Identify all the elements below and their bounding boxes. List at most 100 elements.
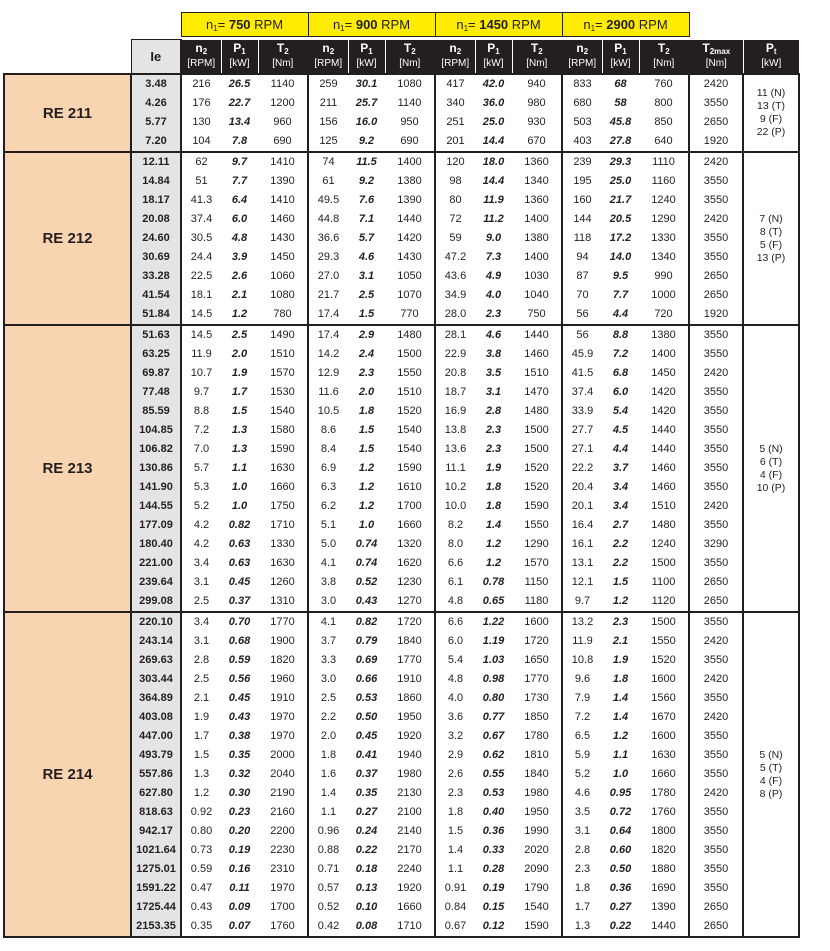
t2-cell: 1810 [524, 749, 549, 761]
t2-cell: 1330 [651, 232, 676, 244]
t2-cell: 1340 [651, 251, 676, 263]
ratio-cell: 130.86 [130, 459, 182, 478]
t2-cell: 1440 [651, 443, 676, 455]
speed-subscript: 1 [213, 23, 218, 33]
n2-header: n2 [RPM] [307, 39, 348, 74]
ratio-cell: 493.79 [130, 746, 182, 765]
p1-cell: 0.43 [228, 711, 251, 723]
n2-cell: 1.4 [434, 841, 475, 860]
p1-cell: 1.0 [612, 768, 629, 780]
p1-cell: 9.2 [348, 132, 385, 153]
t2-cell: 1780 [651, 787, 676, 799]
header-unit: [Nm] [653, 58, 675, 70]
n2-cell: 3.4 [180, 554, 221, 573]
t2-cell: 1500 [524, 443, 549, 455]
t2max-cell: 3290 [688, 535, 744, 554]
t2max-header: T2max [Nm] [688, 39, 743, 74]
n2-cell: 4.0 [434, 689, 475, 708]
n2-cell: 259 [307, 73, 348, 94]
t2-cell: 1900 [270, 635, 295, 647]
p1-cell: 11.2 [483, 213, 504, 225]
table-row: 106.82 7.0 1.3 1590 8.4 1.5 1540 13.6 2.3 1500 27.… [4, 440, 799, 459]
table-row: 303.44 2.5 0.56 1960 3.0 0.66 1910 4.8 0.98 1770 9… [4, 670, 799, 689]
speed-group-header: n1= 1450 RPM [434, 12, 563, 37]
p1-cell: 0.16 [228, 863, 251, 875]
t2max-cell: 3550 [688, 94, 744, 113]
t2-cell: 1840 [524, 768, 549, 780]
p1-header: P1 [kW] [474, 39, 512, 74]
n2-cell: 56 [561, 324, 602, 345]
speed-value: 1450 [479, 16, 509, 32]
speed-unit: RPM [377, 16, 411, 32]
n2-cell: 4.1 [307, 611, 348, 632]
p1-cell: 3.5 [485, 367, 502, 379]
t2-cell: 2000 [270, 749, 295, 761]
n2-cell: 6.6 [434, 611, 475, 632]
t2-cell: 1460 [651, 481, 676, 493]
n2-cell: 17.4 [307, 324, 348, 345]
p1-cell: 0.35 [228, 749, 251, 761]
pt-value: 5 (F) [759, 238, 783, 251]
t2-cell: 1140 [397, 97, 422, 109]
p1-cell: 0.19 [228, 844, 251, 856]
n2-cell: 130 [180, 113, 221, 132]
t2-cell: 850 [654, 116, 673, 128]
speed-eq: = [468, 16, 480, 32]
t2-cell: 1410 [258, 151, 308, 172]
n2-cell: 125 [307, 132, 348, 153]
t2-cell: 1990 [524, 825, 549, 837]
n2-header: n2 [RPM] [434, 39, 475, 74]
p1-cell: 11.9 [483, 194, 504, 206]
n2-cell: 22.2 [561, 459, 602, 478]
speed-subscript: 1 [340, 23, 345, 33]
p1-cell: 0.67 [482, 730, 505, 742]
header-subscript: 1 [622, 47, 627, 57]
p1-cell: 16.0 [355, 116, 378, 128]
t2-cell: 1540 [270, 405, 295, 417]
p1-cell: 9.2 [358, 175, 375, 187]
table-row: 141.90 5.3 1.0 1660 6.3 1.2 1610 10.2 1.8 1520 20.… [4, 478, 799, 497]
t2-cell: 1550 [524, 519, 549, 531]
t2-cell: 1550 [651, 635, 676, 647]
table-row: 144.55 5.2 1.0 1750 6.2 1.2 1700 10.0 1.8 1590 20.… [4, 497, 799, 516]
header-unit: [kW] [761, 58, 782, 70]
n2-header: n2 [RPM] [180, 39, 221, 74]
p1-cell: 0.30 [228, 787, 251, 799]
p1-cell: 0.68 [228, 635, 251, 647]
n2-cell: 8.2 [434, 516, 475, 535]
p1-cell: 0.72 [609, 806, 632, 818]
table-row: 130.86 5.7 1.1 1630 6.9 1.2 1590 11.1 1.9 1520 22.… [4, 459, 799, 478]
header-unit: [Nm] [705, 58, 727, 70]
p1-cell: 1.5 [231, 405, 248, 417]
t2max-cell: 2420 [688, 708, 744, 727]
p1-cell: 0.79 [355, 635, 378, 647]
n2-cell: 2.2 [307, 708, 348, 727]
n2-header: n2 [RPM] [561, 39, 602, 74]
t2-cell: 1730 [524, 692, 549, 704]
table-row: RE 212 12.11 62 9.7 1410 74 11.5 1400 120 18.0 136… [3, 151, 800, 326]
p1-cell: 7.1 [358, 213, 375, 225]
p1-cell: 0.12 [475, 917, 512, 938]
group-label: RE 214 [3, 611, 132, 938]
n2-cell: 0.91 [434, 879, 475, 898]
n2-cell: 28.1 [434, 324, 475, 345]
p1-cell: 0.45 [228, 576, 251, 588]
t2-cell: 1970 [270, 730, 295, 742]
n2-cell: 24.4 [180, 248, 221, 267]
p1-cell: 7.7 [231, 175, 248, 187]
t2-cell: 1980 [397, 768, 422, 780]
p1-cell: 7.7 [612, 289, 629, 301]
p1-cell: 1.2 [358, 462, 375, 474]
table-row: 7.20 104 7.8 690 125 9.2 690 201 14.4 670 403 27.8 6… [4, 132, 799, 153]
header-unit: [Nm] [399, 58, 421, 70]
p1-cell: 0.80 [482, 692, 505, 704]
t2max-cell: 3550 [688, 440, 744, 459]
table-row: 14.84 51 7.7 1390 61 9.2 1380 98 14.4 1340 195 25.0… [4, 172, 799, 191]
p1-cell: 25.0 [482, 116, 505, 128]
t2-cell: 1620 [397, 557, 422, 569]
table-row: 18.17 41.3 6.4 1410 49.5 7.6 1390 80 11.9 1360 160… [4, 191, 799, 210]
n2-cell: 2.3 [434, 784, 475, 803]
t2-cell: 640 [639, 132, 689, 153]
header-symbol: P [487, 41, 496, 56]
header-subscript: 2max [709, 47, 731, 57]
